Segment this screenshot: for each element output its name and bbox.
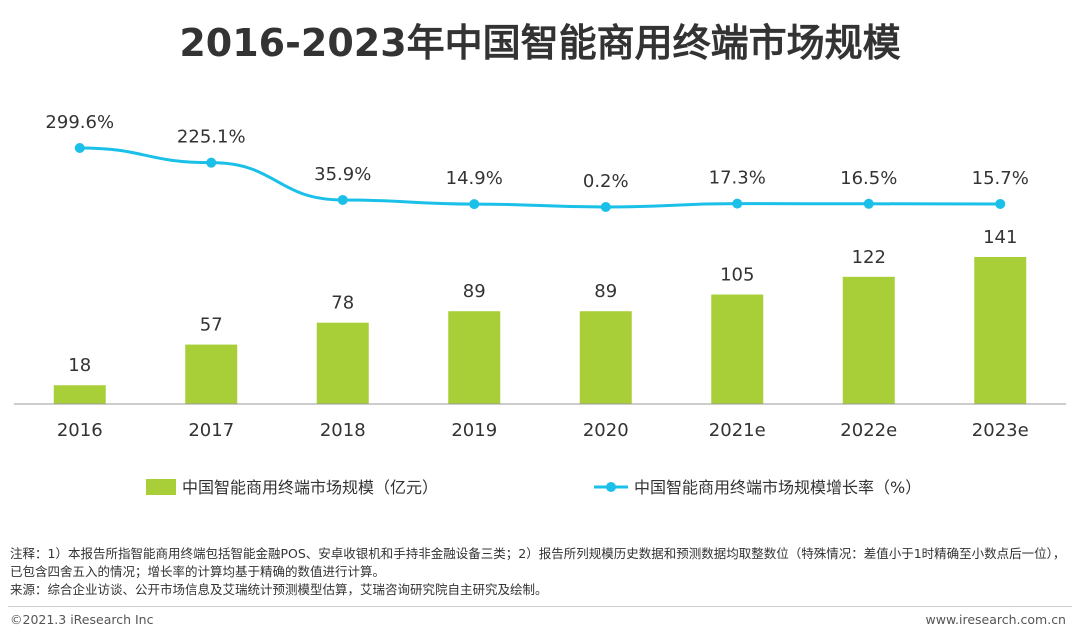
growth-point [206,157,217,168]
growth-point [74,143,85,153]
legend-line-label: 中国智能商用终端市场规模增长率（%） [634,478,921,497]
legend-line-marker [606,482,616,492]
legend-bar-label: 中国智能商用终端市场规模（亿元） [182,478,438,497]
bar [185,344,238,404]
x-tick-label: 2023e [972,420,1029,441]
notes-section: 注释：1）本报告所指智能商用终端包括智能金融POS、安卓收银机和手持非金融设备三… [10,545,1072,599]
x-tick-label: 2022e [840,420,897,441]
growth-value-label: 299.6% [45,112,114,133]
growth-value-label: 16.5% [840,168,897,189]
x-tick-label: 2018 [320,420,366,441]
bar [316,322,369,404]
note-text: 注释：1）本报告所指智能商用终端包括智能金融POS、安卓收银机和手持非金融设备三… [10,546,1066,579]
bar [711,294,764,404]
growth-value-label: 15.7% [972,168,1029,189]
bar-value-label: 89 [594,281,617,302]
chart-title: 2016-2023年中国智能商用终端市场规模 [179,21,901,65]
growth-point [995,198,1006,209]
x-tick-label: 2016 [57,420,103,441]
growth-point [732,198,743,209]
x-tick-label: 2019 [451,420,497,441]
source-text: 来源：综合企业访谈、公开市场信息及艾瑞统计预测模型估算，艾瑞咨询研究院自主研究及… [10,582,548,597]
legend-bar-swatch [146,479,176,495]
bar [974,257,1027,404]
growth-point [337,194,348,205]
growth-line [79,146,1001,209]
growth-value-label: 35.9% [314,164,371,185]
bar [842,276,895,404]
bar [579,311,632,404]
footer-website[interactable]: www.iresearch.com.cn [925,612,1067,627]
bar [53,385,106,404]
growth-point [600,202,611,212]
bar [448,311,501,404]
bar-value-label: 57 [200,315,223,336]
footer-divider [8,606,1072,607]
growth-point [469,199,480,210]
bar-value-label: 18 [68,355,91,376]
growth-point [863,198,874,209]
x-tick-label: 2021e [709,420,766,441]
bar-value-label: 122 [852,247,886,268]
bar-value-label: 78 [331,293,354,314]
growth-value-label: 225.1% [177,127,246,148]
chart-canvas: 18 57 78 89 89 105 122 141 2016 2017 2018 2019 2020 2… [14,112,1066,497]
bar-value-label: 141 [983,227,1017,248]
footer-copyright: ©2021.3 iResearch Inc [10,612,154,627]
x-tick-label: 2017 [188,420,234,441]
growth-value-label: 14.9% [446,168,503,189]
bar-value-label: 105 [720,265,754,286]
growth-value-label: 0.2% [583,171,629,192]
growth-value-label: 17.3% [709,168,766,189]
bar-value-label: 89 [463,281,486,302]
x-tick-label: 2020 [583,420,629,441]
